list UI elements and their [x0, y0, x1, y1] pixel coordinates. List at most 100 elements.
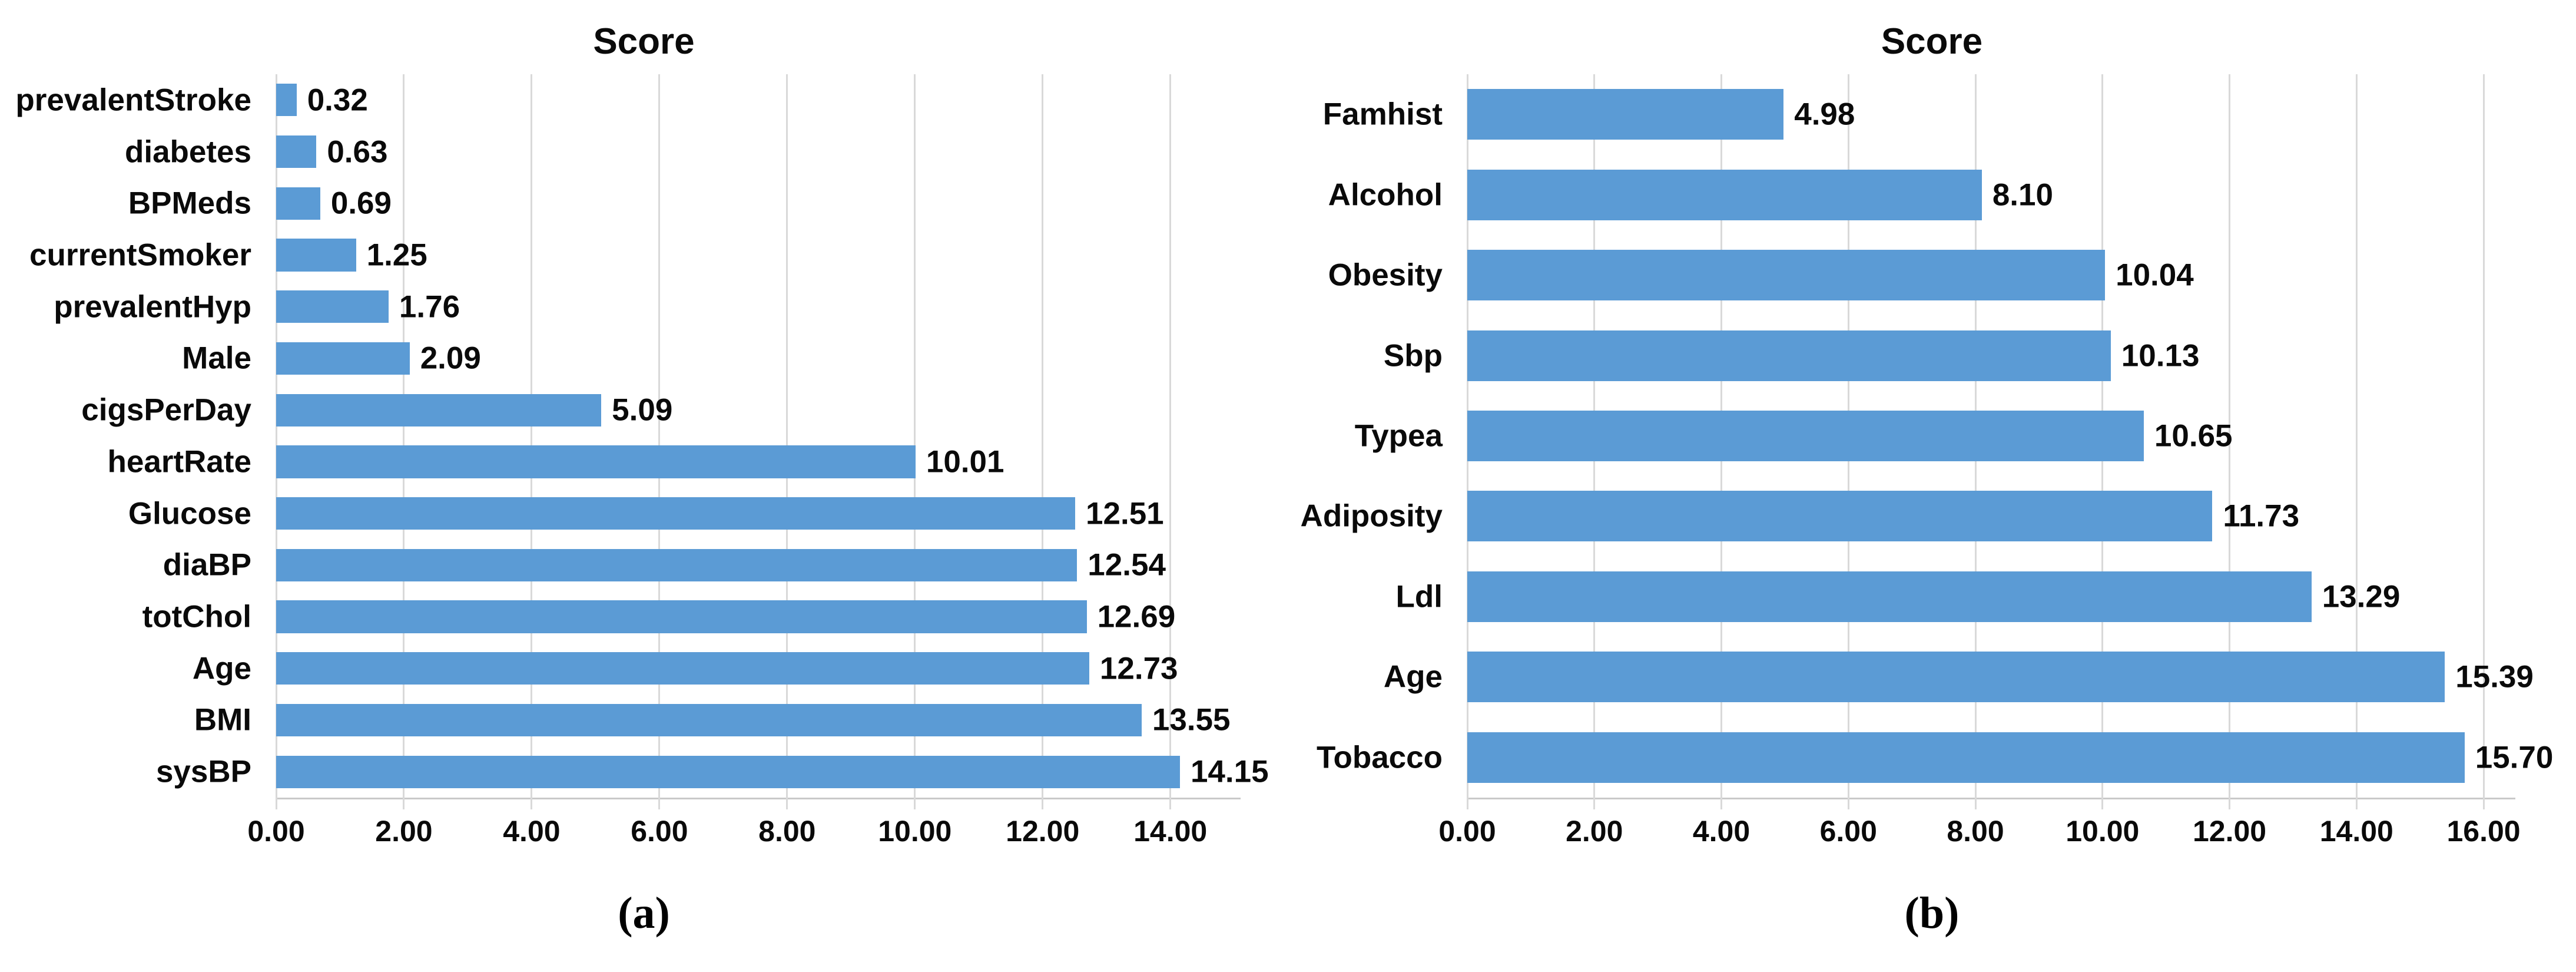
value-label: 12.69 — [1097, 599, 1176, 634]
value-label: 5.09 — [612, 392, 673, 428]
value-label: 0.63 — [327, 134, 388, 170]
bar-row: diabetes 0.63 — [125, 126, 1241, 178]
x-tick-label: 4.00 — [1692, 815, 1751, 848]
bar — [276, 84, 297, 117]
x-tick-label: 14.00 — [2319, 815, 2393, 848]
x-tick-label: 0.00 — [1438, 815, 1496, 848]
x-tick-mark — [1974, 798, 1977, 809]
category-label: Male — [182, 340, 251, 376]
category-label: heartRate — [107, 444, 251, 480]
category-label: Obesity — [1328, 257, 1443, 293]
category-label: Adiposity — [1300, 498, 1443, 534]
bar — [276, 755, 1180, 788]
bar-row: Sbp 10.13 — [1384, 315, 2515, 395]
gridline — [1169, 74, 1172, 798]
x-tick-mark — [275, 798, 277, 809]
gridline — [1042, 74, 1044, 798]
category-label: prevalentStroke — [15, 82, 251, 118]
category-label: Ldl — [1395, 579, 1443, 614]
chart-b-title: Score — [1881, 21, 1983, 62]
category-label: Alcohol — [1328, 177, 1443, 213]
value-label: 12.51 — [1086, 496, 1164, 531]
value-label: 12.54 — [1088, 547, 1166, 583]
bar-row: sysBP 14.15 — [156, 746, 1269, 798]
category-label: BMI — [194, 702, 251, 738]
bar-row: Glucose 12.51 — [128, 488, 1241, 540]
category-label: diabetes — [124, 134, 251, 170]
x-tick-mark — [403, 798, 405, 809]
bar — [276, 652, 1089, 685]
value-label: 10.65 — [2154, 418, 2233, 454]
x-tick-mark — [1042, 798, 1044, 809]
bar — [276, 290, 389, 323]
x-tick-mark — [1593, 798, 1596, 809]
bar — [276, 548, 1078, 581]
category-label: prevalentHyp — [54, 289, 251, 325]
category-label: Tobacco — [1317, 740, 1443, 775]
bar — [276, 703, 1142, 737]
bar — [1467, 410, 2144, 461]
category-label: sysBP — [155, 754, 251, 789]
bar — [276, 187, 320, 220]
bar — [276, 497, 1076, 530]
chart-panel-b: Score 0.00 2.00 4.00 6.00 8.00 10.00 12.00 14.0… — [1288, 0, 2576, 972]
chart-panel-a: Score 0.00 2.00 4.00 6.00 8.00 10.00 12.00 14.0… — [15, 24, 1269, 936]
category-label: Age — [1383, 659, 1443, 695]
bar-row: heartRate 10.01 — [108, 436, 1241, 488]
bar-row: cigsPerDay 5.09 — [81, 384, 1241, 436]
category-label: Typea — [1354, 418, 1443, 454]
category-label: Age — [192, 651, 251, 686]
bar — [276, 394, 602, 427]
value-label: 8.10 — [1992, 177, 2053, 213]
category-label: Sbp — [1383, 338, 1443, 373]
category-label: cigsPerDay — [81, 392, 251, 428]
x-tick-mark — [914, 798, 916, 809]
bar-row: Adiposity 11.73 — [1301, 476, 2515, 556]
bar-row: prevalentHyp 1.76 — [54, 281, 1241, 333]
bar-row: Famhist 4.98 — [1323, 74, 2515, 154]
bar-row: Tobacco 15.70 — [1317, 718, 2553, 798]
category-label: BPMeds — [128, 186, 251, 221]
value-label: 13.29 — [2322, 579, 2401, 614]
x-tick-mark — [786, 798, 788, 809]
bar — [1467, 732, 2465, 783]
value-label: 15.70 — [2475, 740, 2554, 775]
category-label: currentSmoker — [29, 237, 251, 273]
x-tick-mark — [2482, 798, 2485, 809]
bar-row: totChol 12.69 — [142, 591, 1241, 643]
x-tick-mark — [658, 798, 661, 809]
value-label: 10.01 — [926, 444, 1004, 480]
category-label: diaBP — [163, 547, 251, 583]
x-tick-label: 14.00 — [1133, 815, 1208, 848]
bar-row: Age 12.73 — [193, 643, 1241, 695]
bar — [1467, 652, 2445, 703]
category-label: Glucose — [128, 496, 251, 531]
value-label: 1.25 — [366, 237, 427, 273]
x-tick-label: 2.00 — [1566, 815, 1623, 848]
gridline — [403, 74, 405, 798]
x-tick-label: 10.00 — [2066, 815, 2140, 848]
bar — [1467, 491, 2213, 542]
bar — [276, 239, 356, 272]
panel-b-caption: (b) — [1904, 888, 1960, 938]
gridline — [658, 74, 661, 798]
value-label: 0.32 — [307, 82, 368, 118]
category-label: Famhist — [1322, 97, 1443, 132]
x-tick-label: 2.00 — [375, 815, 433, 848]
x-tick-label: 10.00 — [878, 815, 952, 848]
bar — [1467, 169, 1982, 220]
bar-row: Ldl 13.29 — [1396, 557, 2515, 637]
x-tick-mark — [2229, 798, 2231, 809]
x-tick-mark — [2101, 798, 2104, 809]
value-label: 12.73 — [1099, 651, 1178, 686]
x-tick-label: 16.00 — [2446, 815, 2521, 848]
value-label: 14.15 — [1190, 754, 1269, 789]
value-label: 13.55 — [1152, 702, 1231, 738]
value-label: 2.09 — [420, 340, 481, 376]
gridline — [786, 74, 788, 798]
x-tick-mark — [1720, 798, 1722, 809]
bar-rows: prevalentStroke 0.32 diabetes 0.63 BPMeds 0.6… — [15, 74, 1269, 798]
gridline — [2229, 74, 2231, 798]
bar-row: Typea 10.65 — [1355, 396, 2515, 476]
